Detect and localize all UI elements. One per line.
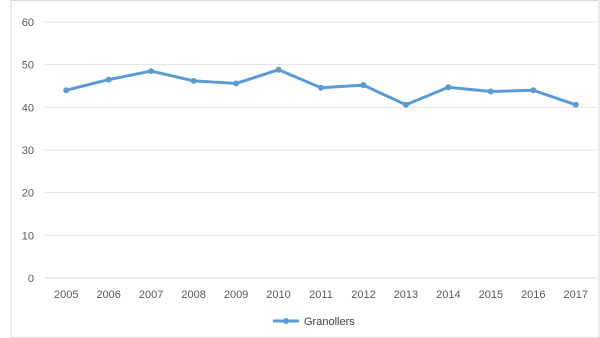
data-point <box>530 87 537 94</box>
x-tick-label: 2011 <box>309 289 333 301</box>
x-tick-label: 2015 <box>479 289 503 301</box>
data-point <box>572 101 579 108</box>
x-tick-label: 2010 <box>266 289 290 301</box>
data-point <box>402 101 409 108</box>
x-tick-label: 2016 <box>521 289 545 301</box>
series-layer <box>63 66 579 108</box>
y-tick-label: 30 <box>22 145 34 157</box>
legend-point-marker <box>283 318 289 324</box>
y-tick-label: 10 <box>22 230 34 242</box>
x-tick-label: 2008 <box>181 289 205 301</box>
x-tick-label: 2012 <box>351 289 375 301</box>
x-tick-label: 2013 <box>394 289 418 301</box>
x-tick-label: 2017 <box>564 289 588 301</box>
x-tick-label: 2007 <box>139 289 163 301</box>
chart-area-border <box>10 0 600 338</box>
data-point <box>487 88 494 95</box>
y-tick-label: 0 <box>28 273 34 285</box>
x-tick-label: 2009 <box>224 289 248 301</box>
data-point <box>275 66 282 73</box>
data-point <box>190 77 197 84</box>
legend-label: Granollers <box>304 316 355 328</box>
x-axis-ticks: 2005 2006 2007 2008 2009 2010 2011 2012 2013 2014… <box>54 289 588 301</box>
data-point <box>360 82 367 89</box>
y-axis-ticks: 0 10 20 30 40 50 60 <box>22 17 34 285</box>
data-point <box>445 84 452 91</box>
y-tick-label: 60 <box>22 17 34 29</box>
x-tick-label: 2014 <box>436 289 460 301</box>
data-point <box>148 68 155 75</box>
y-tick-label: 50 <box>22 60 34 72</box>
data-point <box>63 87 70 94</box>
x-tick-label: 2006 <box>96 289 120 301</box>
x-tick-label: 2005 <box>54 289 78 301</box>
legend: Granollers <box>273 316 355 328</box>
y-tick-label: 40 <box>22 102 34 114</box>
data-point <box>105 76 112 83</box>
y-tick-label: 20 <box>22 188 34 200</box>
data-point <box>318 84 324 91</box>
data-point <box>233 80 240 87</box>
gridlines <box>45 21 597 279</box>
